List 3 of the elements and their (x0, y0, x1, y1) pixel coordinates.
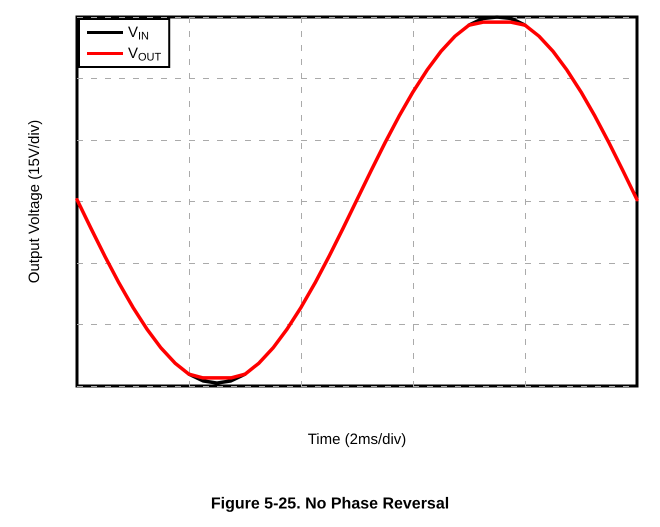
y-axis-title: Output Voltage (15V/div) (26, 120, 43, 284)
x-axis-title: Time (2ms/div) (308, 431, 406, 448)
text: Figure 5-25. No Phase Reversal (210, 496, 450, 512)
